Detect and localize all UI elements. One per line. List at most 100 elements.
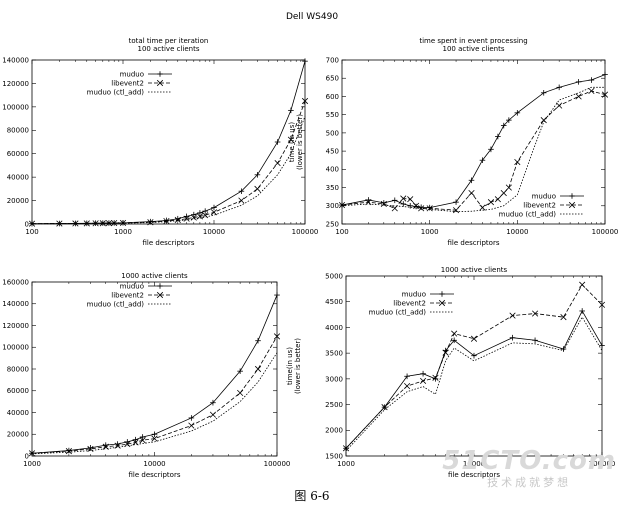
- y-tick-label: 450: [326, 148, 339, 156]
- chart-subtitle: 100 active clients: [138, 45, 200, 53]
- chart-title: time spent in event processing: [419, 37, 527, 45]
- y-axis-label: time(in us): [286, 347, 294, 385]
- cross-marker: [505, 184, 512, 191]
- y-tick-label: 3000: [325, 375, 343, 383]
- y-axis-sublabel: (lower is better): [296, 114, 304, 170]
- x-tick-label: 1000: [337, 460, 355, 468]
- y-tick-label: 400: [326, 166, 339, 174]
- x-tick-label: 10000: [203, 228, 225, 236]
- y-tick-label: 60000: [7, 387, 29, 395]
- x-tick-label: 1000: [421, 228, 439, 236]
- plot-frame: [31, 59, 306, 225]
- y-tick-label: 0: [25, 220, 29, 228]
- legend-label: libevent2: [111, 79, 144, 87]
- series-line: [31, 116, 306, 225]
- chart-total-time-1000: 1000 active clients 0 20000 40000 60000 80000…: [0, 256, 312, 486]
- series-dotted: [341, 86, 605, 213]
- y-tick-label: 120000: [2, 322, 29, 330]
- cross-marker: [588, 87, 595, 95]
- cross-marker: [470, 335, 478, 342]
- y-tick-label: 600: [326, 93, 339, 101]
- cross-marker: [380, 200, 387, 208]
- x-tick-label: 100000: [589, 460, 616, 468]
- y-tick-label: 80000: [7, 127, 29, 135]
- watermark-logo: 51CTO.com 技术成就梦想: [442, 448, 616, 490]
- y-tick-label: 40000: [7, 174, 29, 182]
- watermark-brand: 51CTO.com: [442, 446, 616, 476]
- series-line: [31, 336, 278, 454]
- series-line: [341, 90, 606, 211]
- cross-marker: [132, 439, 139, 446]
- x-tick-label: 100000: [292, 228, 319, 236]
- series-solid: [343, 308, 605, 452]
- cross-marker: [598, 301, 606, 308]
- y-axis-sublabel: (lower is better): [294, 338, 302, 394]
- cross-marker: [601, 91, 609, 98]
- series-line: [345, 310, 603, 449]
- y-tick-label: 80000: [7, 365, 29, 373]
- cross-marker: [494, 196, 501, 203]
- chart-title: total time per iteration: [129, 37, 209, 45]
- y-tick-label: 160000: [2, 278, 29, 286]
- cross-marker: [254, 365, 262, 373]
- chart-svg: 1000 active clients 1500 2000 2500 3000 3500 4…: [286, 266, 616, 479]
- watermark-slogan: 技术成就梦想: [487, 476, 572, 489]
- x-axis-label: file descriptors: [129, 471, 181, 479]
- cross-marker: [487, 199, 495, 206]
- series-line: [341, 74, 606, 209]
- plot-frame: [341, 59, 606, 225]
- cross-marker: [210, 209, 218, 216]
- y-tick-label: 2500: [325, 401, 343, 409]
- legend-label: muduo (ctl_add): [87, 88, 145, 96]
- cross-marker: [403, 382, 411, 390]
- y-tick-label: 250: [326, 220, 339, 228]
- figure-caption: 图 6-6: [294, 489, 330, 503]
- series-solid: [29, 292, 280, 457]
- y-tick-label: 20000: [7, 197, 29, 205]
- cross-marker: [342, 445, 350, 452]
- y-tick-label: 60000: [7, 150, 29, 158]
- cross-marker: [407, 196, 414, 203]
- cross-marker: [556, 102, 563, 109]
- cross-marker: [105, 220, 112, 227]
- cross-marker: [65, 448, 72, 455]
- series-line: [345, 316, 603, 452]
- x-axis-label: file descriptors: [143, 239, 195, 247]
- cross-marker: [442, 349, 449, 356]
- cross-marker: [452, 207, 460, 214]
- cross-marker: [479, 204, 486, 211]
- series-line: [31, 100, 306, 225]
- x-axis-label: file descriptors: [448, 239, 500, 247]
- y-tick-label: 700: [326, 56, 339, 64]
- series-dashed: [28, 333, 281, 457]
- x-tick-label: 10000: [506, 228, 528, 236]
- series-dashed: [342, 281, 606, 452]
- chart-event-processing-1000: 1000 active clients 1500 2000 2500 3000 3500 4…: [286, 256, 624, 486]
- cross-marker: [254, 185, 261, 192]
- series-solid: [339, 71, 608, 211]
- y-tick-label: 300: [326, 202, 339, 210]
- cross-marker: [274, 160, 281, 167]
- y-tick-label: 2000: [325, 427, 343, 435]
- cross-marker: [301, 97, 309, 105]
- legend-label: libevent2: [111, 291, 144, 299]
- y-tick-label: 4500: [325, 298, 343, 306]
- page-title: Dell WS490: [285, 12, 339, 22]
- cross-marker: [579, 281, 586, 288]
- cross-marker: [338, 201, 346, 209]
- legend-label: libevent2: [523, 201, 556, 209]
- y-tick-label: 550: [326, 111, 339, 119]
- series-dotted: [31, 352, 278, 455]
- cross-marker: [99, 220, 106, 227]
- x-tick-label: 1000: [23, 460, 41, 468]
- legend-label: muduo: [120, 70, 144, 78]
- cross-marker: [419, 377, 427, 384]
- cross-marker: [139, 437, 146, 444]
- y-tick-label: 1500: [325, 452, 343, 460]
- x-tick-label: 10000: [463, 460, 485, 468]
- y-tick-label: 140000: [2, 56, 29, 64]
- cross-marker: [163, 217, 170, 225]
- series-dotted: [31, 116, 306, 225]
